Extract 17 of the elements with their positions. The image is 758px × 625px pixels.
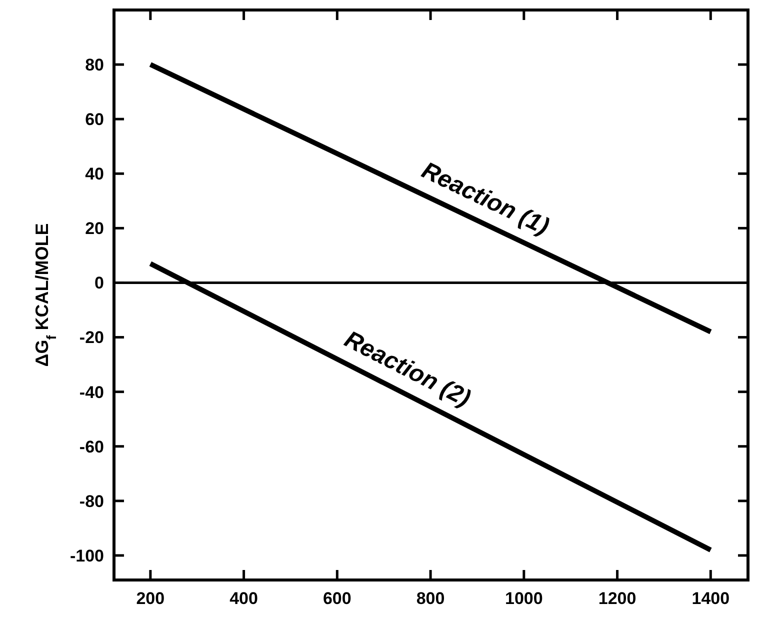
y-tick-label: 60 [85, 110, 104, 130]
y-tick-label: 0 [94, 274, 104, 293]
y-tick-label: -20 [79, 328, 104, 348]
y-tick-label: -40 [79, 382, 104, 402]
x-tick-label: 800 [416, 589, 445, 608]
x-tick-label: 400 [230, 589, 258, 608]
x-tick-label: 1000 [504, 589, 543, 608]
x-tick-label: 600 [322, 589, 352, 608]
y-tick-label: -60 [79, 437, 104, 456]
x-tick-label: 1200 [598, 589, 636, 608]
x-tick-label: 200 [136, 589, 165, 608]
y-tick-label: 40 [85, 164, 104, 184]
y-tick-label: -100 [70, 546, 104, 566]
y-tick-label: 80 [85, 55, 104, 74]
x-tick-label: 1400 [692, 589, 730, 608]
y-tick-label: 20 [85, 219, 104, 238]
y-tick-label: -80 [79, 492, 104, 511]
